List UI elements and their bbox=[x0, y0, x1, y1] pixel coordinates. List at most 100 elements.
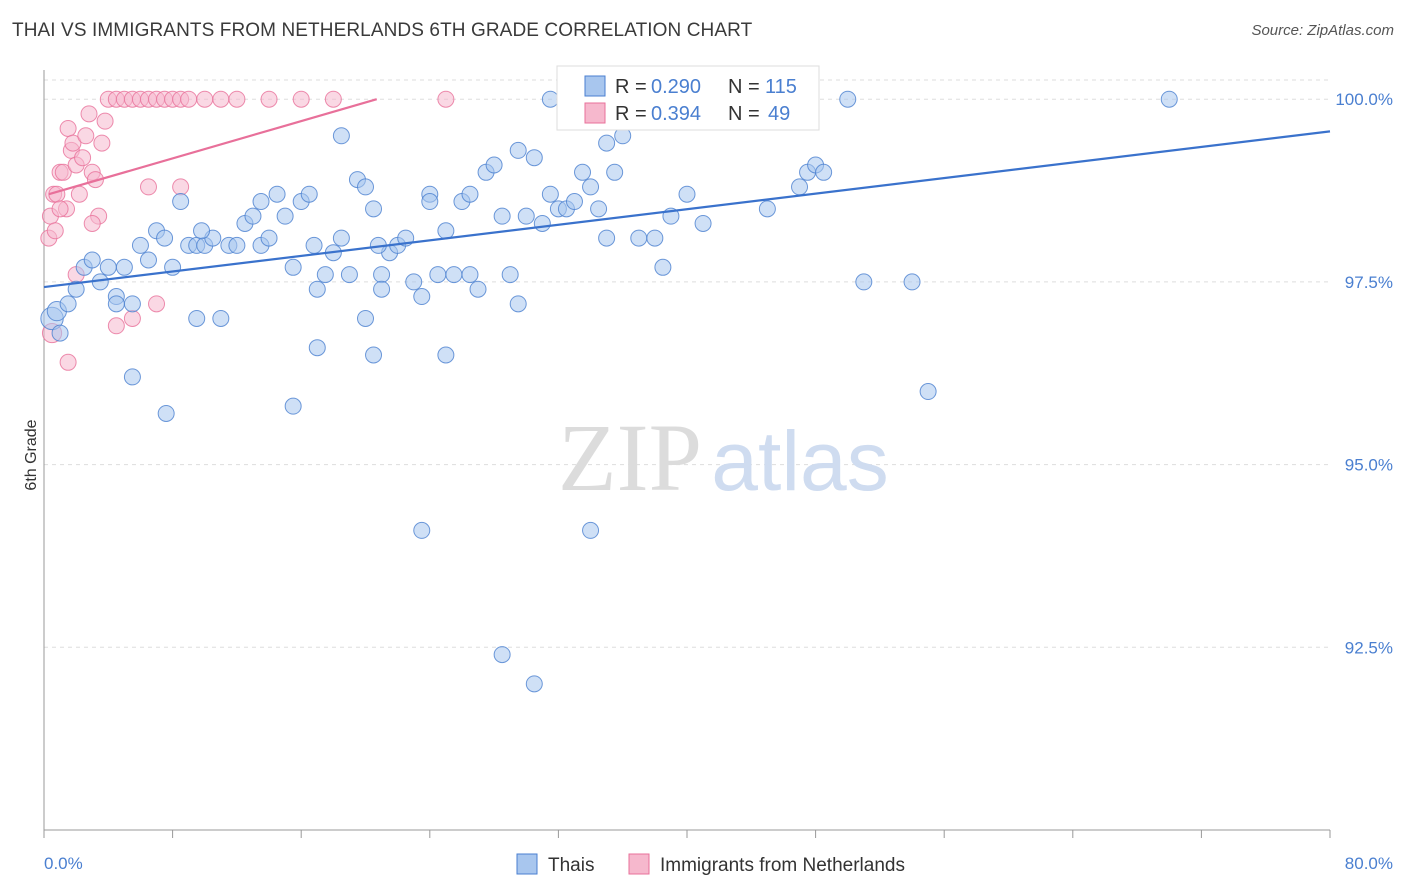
thais-point bbox=[903, 273, 921, 291]
thais-point bbox=[373, 280, 391, 298]
thais-point bbox=[815, 163, 833, 181]
gridlines bbox=[44, 79, 1330, 648]
thais-point bbox=[654, 258, 672, 276]
thais-point bbox=[598, 229, 616, 247]
legend-thais-n-value: 115 bbox=[765, 76, 797, 98]
thais-point bbox=[59, 295, 77, 313]
thais-point bbox=[541, 185, 559, 203]
netherlands-point bbox=[77, 127, 95, 145]
legend-netherlands-n-label: N = bbox=[728, 103, 760, 125]
thais-point bbox=[493, 646, 511, 664]
netherlands-point bbox=[74, 149, 92, 167]
thais-point bbox=[123, 295, 141, 313]
legend-netherlands-n-value: 49 bbox=[768, 103, 790, 125]
y-tick-label: 92.5% bbox=[1345, 638, 1393, 657]
netherlands-point bbox=[196, 90, 214, 108]
netherlands-point bbox=[292, 90, 310, 108]
thais-point bbox=[582, 521, 600, 539]
thais-point bbox=[582, 178, 600, 196]
netherlands-point bbox=[83, 214, 101, 232]
thais-point bbox=[493, 207, 511, 225]
legend-bottom-thais-swatch bbox=[516, 853, 538, 875]
thais-point bbox=[405, 273, 423, 291]
thais-point bbox=[429, 266, 447, 284]
thais-point bbox=[839, 90, 857, 108]
thais-point bbox=[855, 273, 873, 291]
watermark-zip: ZIP bbox=[558, 404, 702, 511]
netherlands-point bbox=[123, 309, 141, 327]
thais-point bbox=[469, 280, 487, 298]
x-tick-label-right: 80.0% bbox=[1345, 854, 1393, 873]
thais-point bbox=[606, 163, 624, 181]
thais-point bbox=[300, 185, 318, 203]
thais-point bbox=[332, 229, 350, 247]
y-tick-label: 97.5% bbox=[1345, 273, 1393, 292]
netherlands-point bbox=[260, 90, 278, 108]
legend-stats: R = 0.290 N = 115 R = 0.394 N = 49 bbox=[556, 65, 820, 131]
thais-point bbox=[157, 404, 175, 422]
thais-point bbox=[51, 324, 69, 342]
x-tick-label-left: 0.0% bbox=[44, 854, 83, 873]
thais-point bbox=[919, 383, 937, 401]
thais-point bbox=[373, 266, 391, 284]
source-credit: Source: ZipAtlas.com bbox=[1251, 22, 1394, 39]
netherlands-point bbox=[324, 90, 342, 108]
netherlands-point bbox=[107, 317, 125, 335]
legend-thais-r-label: R = bbox=[615, 76, 647, 98]
netherlands-trend-line bbox=[48, 98, 378, 196]
thais-point bbox=[156, 229, 174, 247]
thais-point bbox=[758, 200, 776, 218]
thais-point bbox=[172, 193, 190, 211]
thais-point bbox=[437, 222, 455, 240]
thais-point bbox=[598, 134, 616, 152]
series-netherlands-points bbox=[40, 90, 455, 371]
thais-point bbox=[421, 193, 439, 211]
thais-point bbox=[308, 339, 326, 357]
thais-point bbox=[284, 258, 302, 276]
trend-lines bbox=[43, 98, 1331, 289]
thais-point bbox=[461, 185, 479, 203]
legend-netherlands-r-value: 0.394 bbox=[651, 103, 701, 125]
thais-point bbox=[252, 193, 270, 211]
thais-point bbox=[413, 288, 431, 306]
thais-point bbox=[541, 90, 559, 108]
netherlands-point bbox=[180, 90, 198, 108]
thais-point bbox=[437, 346, 455, 364]
y-tick-label: 100.0% bbox=[1335, 90, 1393, 109]
y-tick-label: 95.0% bbox=[1345, 456, 1393, 475]
thais-point bbox=[574, 163, 592, 181]
thais-point bbox=[565, 193, 583, 211]
thais-point bbox=[308, 280, 326, 298]
netherlands-point bbox=[59, 119, 77, 137]
thais-point bbox=[131, 236, 149, 254]
thais-point bbox=[1160, 90, 1178, 108]
netherlands-point bbox=[64, 134, 82, 152]
thais-point bbox=[276, 207, 294, 225]
thais-point bbox=[332, 127, 350, 145]
thais-trend-line bbox=[43, 130, 1331, 289]
netherlands-point bbox=[80, 105, 98, 123]
netherlands-point bbox=[212, 90, 230, 108]
thais-point bbox=[115, 258, 133, 276]
thais-point bbox=[630, 229, 648, 247]
thais-point bbox=[646, 229, 664, 247]
thais-point bbox=[260, 229, 278, 247]
thais-point bbox=[268, 185, 286, 203]
thais-point bbox=[445, 266, 463, 284]
netherlands-point bbox=[70, 185, 88, 203]
thais-point bbox=[525, 675, 543, 693]
thais-point bbox=[228, 236, 246, 254]
thais-point bbox=[365, 346, 383, 364]
thais-point bbox=[244, 207, 262, 225]
tick-labels: 100.0% 97.5% 95.0% 92.5% 0.0% 80.0% bbox=[44, 90, 1393, 873]
axes bbox=[43, 70, 1331, 838]
thais-point bbox=[123, 368, 141, 386]
netherlands-point bbox=[228, 90, 246, 108]
thais-point bbox=[517, 207, 535, 225]
legend-series: Thais Immigrants from Netherlands bbox=[516, 853, 905, 876]
series-thais-points bbox=[40, 90, 1178, 693]
thais-point bbox=[67, 280, 85, 298]
netherlands-point bbox=[93, 134, 111, 152]
thais-point bbox=[284, 397, 302, 415]
